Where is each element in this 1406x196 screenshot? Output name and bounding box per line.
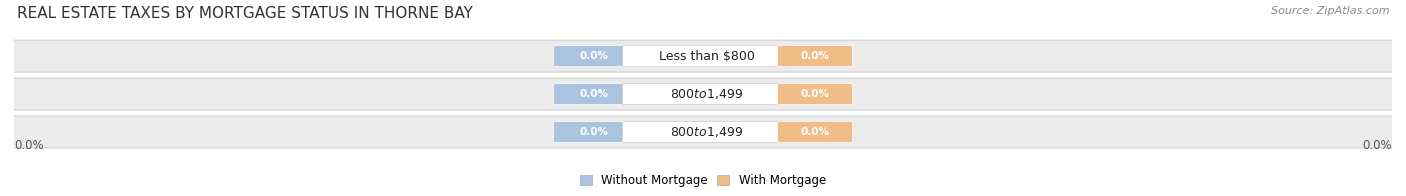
Text: $800 to $1,499: $800 to $1,499 xyxy=(669,125,742,139)
FancyBboxPatch shape xyxy=(0,40,1406,72)
Text: 0.0%: 0.0% xyxy=(581,51,609,61)
Text: $800 to $1,499: $800 to $1,499 xyxy=(669,87,742,101)
Text: 0.0%: 0.0% xyxy=(800,89,830,99)
Text: 0.0%: 0.0% xyxy=(581,89,609,99)
FancyBboxPatch shape xyxy=(554,46,636,67)
Legend: Without Mortgage, With Mortgage: Without Mortgage, With Mortgage xyxy=(575,169,831,192)
Text: REAL ESTATE TAXES BY MORTGAGE STATUS IN THORNE BAY: REAL ESTATE TAXES BY MORTGAGE STATUS IN … xyxy=(17,6,472,21)
FancyBboxPatch shape xyxy=(554,83,636,105)
Text: Less than $800: Less than $800 xyxy=(658,50,755,63)
FancyBboxPatch shape xyxy=(554,122,636,142)
FancyBboxPatch shape xyxy=(0,116,1406,148)
Text: 0.0%: 0.0% xyxy=(800,51,830,61)
Text: 0.0%: 0.0% xyxy=(1362,139,1392,152)
Text: 0.0%: 0.0% xyxy=(14,139,44,152)
FancyBboxPatch shape xyxy=(778,83,852,105)
Text: 0.0%: 0.0% xyxy=(581,127,609,137)
FancyBboxPatch shape xyxy=(623,83,790,105)
Text: 0.0%: 0.0% xyxy=(800,127,830,137)
FancyBboxPatch shape xyxy=(0,78,1406,110)
Text: Source: ZipAtlas.com: Source: ZipAtlas.com xyxy=(1271,6,1389,16)
FancyBboxPatch shape xyxy=(623,46,790,67)
FancyBboxPatch shape xyxy=(778,122,852,142)
FancyBboxPatch shape xyxy=(623,122,790,142)
FancyBboxPatch shape xyxy=(778,46,852,67)
